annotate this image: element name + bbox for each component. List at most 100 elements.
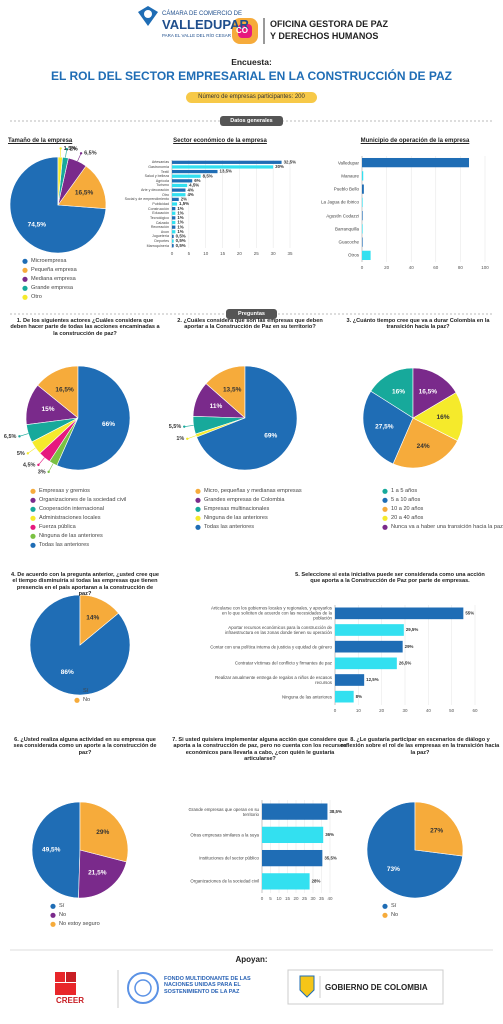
legend-swatch [382, 488, 388, 494]
y-tick-label: Instituciones del sector público [199, 855, 259, 861]
x-tick-label: 5 [269, 896, 272, 901]
value-label: 55% [465, 610, 474, 615]
label-dot [59, 147, 62, 150]
value-label: 29,5% [406, 627, 419, 632]
x-tick-label: 0 [334, 708, 337, 713]
legend-label: Pequeña empresa [31, 267, 77, 273]
bar [172, 183, 188, 188]
survey-label: Encuesta: [231, 57, 272, 67]
legend-swatch [74, 697, 80, 703]
label-dot [79, 152, 83, 155]
gov-shield [299, 975, 315, 998]
value-label: 2% [181, 197, 187, 202]
y-tick-label: Valledupar [337, 160, 359, 166]
legend-label: Sí [59, 903, 65, 909]
legend-swatch [195, 497, 201, 503]
bar [172, 202, 178, 206]
chart-title: Municipio de operación de la empresa [360, 138, 470, 144]
label-leader [65, 148, 68, 158]
slice-label: 4,5% [23, 462, 36, 468]
pie-slice [31, 801, 81, 899]
label-dot [37, 463, 40, 467]
un-logo [127, 972, 159, 1004]
value-label: 38,5% [329, 809, 342, 814]
x-tick-label: 35 [287, 251, 293, 256]
value-label: 4% [187, 192, 193, 197]
legend-swatch [382, 497, 388, 503]
pie-slice [392, 417, 458, 469]
bar [335, 640, 403, 653]
slice-label: 16% [392, 388, 405, 395]
legend-swatch [30, 497, 36, 503]
slice-label: 5% [17, 451, 25, 457]
y-tick-label: Otras empresas similares a la suya [190, 832, 259, 838]
legend-label: Mediana empresa [31, 276, 76, 282]
legend-label: No [83, 697, 91, 703]
value-label: 8,5% [203, 173, 213, 178]
legend-label: Empresas y gremios [39, 488, 90, 494]
bar [172, 179, 193, 183]
x-tick-label: 25 [254, 251, 260, 256]
y-tick-label: Contar con una política interna de justi… [210, 644, 332, 650]
legend-swatch [195, 524, 201, 530]
legend-swatch [30, 533, 36, 539]
bar [335, 690, 354, 703]
y-tick-label: Marroquinería [146, 243, 169, 248]
value-label: 1% [177, 220, 183, 225]
y-tick-label: Grande empresas que operan en su territo… [188, 806, 259, 817]
label-dot [26, 452, 30, 455]
y-tick-label: Artesanías [151, 160, 169, 165]
legend-label: Nunca va a haber una transición hacia la… [391, 524, 503, 530]
section-title: Preguntas [238, 310, 265, 317]
bar [172, 188, 186, 192]
slice-label: 21,5% [88, 870, 107, 877]
label-dot [65, 147, 68, 151]
y-tick-label: Ninguna de las anteriores [281, 694, 332, 700]
legend-label: Grande empresa [31, 285, 73, 291]
pie-slice [412, 367, 457, 419]
legend-label: Micro, pequeñas y medianas empresas [204, 488, 302, 494]
y-tick-label: Avon [160, 229, 169, 234]
legend-swatch [382, 903, 388, 909]
value-label: 1,5% [179, 201, 189, 206]
x-tick-label: 10 [356, 708, 362, 713]
label-leader [187, 435, 197, 440]
value-label: 4% [187, 187, 193, 192]
chart-title: Sector económico de la empresa [173, 138, 267, 144]
y-tick-label: Agustín Codazzi [326, 213, 359, 219]
pie-slice [57, 156, 63, 206]
value-label: 4,5% [189, 183, 199, 188]
legend-label: Todas las anteriores [204, 524, 255, 530]
pie-slice [79, 801, 129, 863]
y-tick-label: Arte y decoración [141, 188, 169, 193]
value-label: 8% [356, 694, 362, 699]
x-tick-label: 60 [433, 265, 439, 270]
x-tick-label: 10 [276, 896, 282, 901]
x-tick-label: 35 [319, 896, 325, 901]
bar [172, 234, 174, 239]
pie-slice [362, 390, 414, 465]
legend-swatch [382, 912, 388, 918]
x-tick-label: 20 [237, 251, 243, 256]
value-label: 36% [325, 832, 334, 837]
legend-swatch [382, 506, 388, 512]
bar [172, 230, 176, 234]
label-dot [47, 470, 50, 474]
y-tick-label: Manaure [341, 173, 359, 179]
un-fund-text: FONDO MULTIDONANTE DE LAS NACIONES UNIDA… [164, 976, 251, 995]
value-label: 6% [194, 178, 200, 183]
slice-label: 2% [70, 146, 78, 152]
bar [362, 171, 364, 181]
slice-label: 16,5% [55, 387, 74, 394]
y-tick-label: Articularse con los gobiernos locales y … [210, 605, 332, 621]
y-tick-label: Recreación [150, 225, 169, 230]
creer-logo [66, 972, 76, 982]
legend-label: 5 a 10 años [391, 497, 421, 503]
legend-label: Cooperación internacional [39, 506, 104, 512]
office-line: OFICINA GESTORA DE PAZ [270, 19, 389, 29]
y-tick-label: Barranquilla [334, 226, 359, 232]
legend-swatch [50, 912, 56, 918]
bar [172, 165, 274, 169]
legend-label: No estoy seguro [59, 921, 100, 927]
office-line: Y DERECHOS HUMANOS [270, 31, 379, 41]
